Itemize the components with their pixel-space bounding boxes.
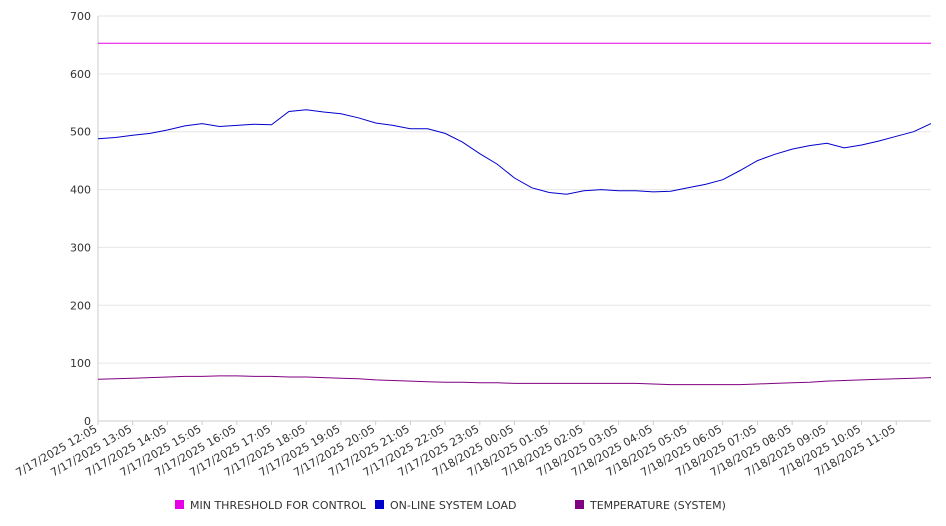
series-lines [97, 42, 932, 386]
series-line-2 [97, 109, 932, 195]
y-tick-label: 700 [70, 10, 91, 23]
grid-lines [98, 15, 931, 364]
y-tick-label: 100 [70, 357, 91, 370]
legend-label: TEMPERATURE (SYSTEM) [589, 499, 726, 512]
legend-swatch [575, 500, 584, 509]
y-tick-label: 600 [70, 68, 91, 81]
y-tick-label: 300 [70, 241, 91, 254]
y-tick-labels: 0 100 200 300 400 500 600 700 [70, 10, 91, 428]
series-line-3 [97, 375, 932, 386]
y-tick-label: 400 [70, 184, 91, 197]
y-tick-label: 500 [70, 126, 91, 139]
legend-swatch [375, 500, 384, 509]
axes [97, 16, 931, 425]
y-tick-label: 200 [70, 299, 91, 312]
legend: MIN THRESHOLD FOR CONTROL ON-LINE SYSTEM … [175, 499, 726, 512]
x-tick-labels: 7/17/2025 12:057/17/2025 13:057/17/2025 … [14, 422, 898, 479]
y-tick-label: 0 [84, 415, 91, 428]
legend-label: MIN THRESHOLD FOR CONTROL [190, 499, 367, 512]
legend-label: ON-LINE SYSTEM LOAD [390, 499, 516, 512]
legend-swatch [175, 500, 184, 509]
